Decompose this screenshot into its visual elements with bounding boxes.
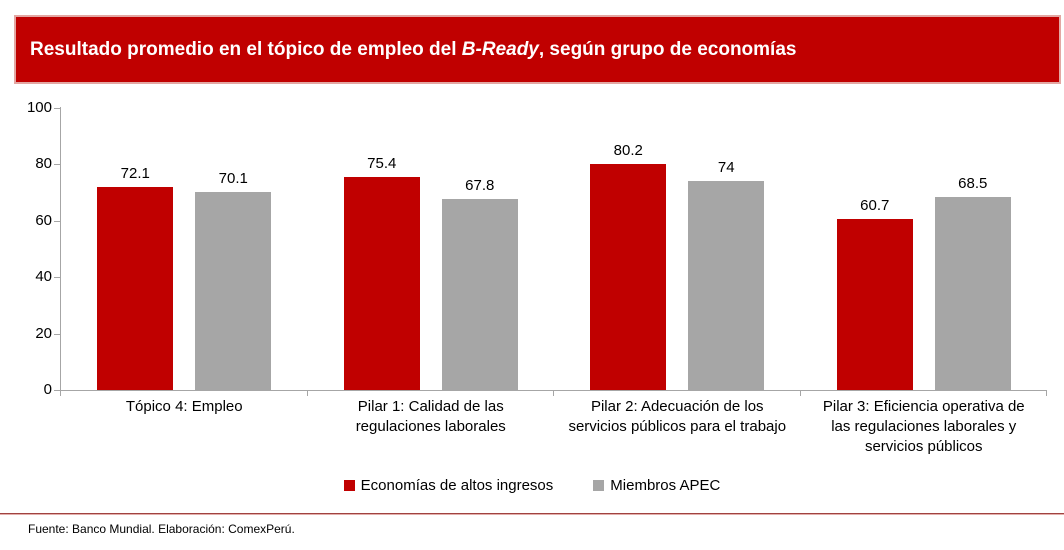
y-axis-label-40: 40 bbox=[35, 268, 52, 285]
y-axis-line bbox=[60, 107, 61, 391]
bar-value-label: 70.1 bbox=[218, 170, 248, 188]
source-divider-dark bbox=[0, 513, 1064, 514]
bar-miembros-apec: 67.8 bbox=[441, 177, 518, 390]
bar-value-label: 60.7 bbox=[860, 196, 890, 214]
bar-altos-ingresos: 72.1 bbox=[97, 165, 174, 390]
category-label: Pilar 3: Eficiencia operativa de las reg… bbox=[822, 398, 1025, 455]
category-label: Pilar 2: Adecuación de los servicios púb… bbox=[568, 398, 787, 435]
y-tick-mark bbox=[54, 108, 60, 109]
y-axis-label-60: 60 bbox=[35, 212, 52, 229]
x-tick-mark bbox=[800, 391, 801, 396]
y-tick-mark bbox=[54, 277, 60, 278]
legend-item-miembros-apec: Miembros APEC bbox=[593, 477, 720, 494]
bar-group-pilar3: 60.7 68.5 bbox=[801, 108, 1048, 390]
page-title-prefix: Resultado promedio en el tópico de emple… bbox=[30, 38, 462, 60]
page-title-emphasis: B-Ready bbox=[461, 38, 539, 60]
x-tick-mark bbox=[553, 391, 554, 396]
bar-altos-ingresos: 80.2 bbox=[590, 142, 667, 390]
bar-value-label: 75.4 bbox=[367, 155, 397, 173]
y-tick-mark bbox=[54, 334, 60, 335]
bar-group-pilar2: 80.2 74 bbox=[554, 108, 801, 390]
legend: Economías de altos ingresos Miembros APE… bbox=[0, 477, 1064, 494]
y-tick-mark bbox=[54, 390, 60, 391]
page-title-suffix: , según grupo de economías bbox=[538, 38, 797, 60]
y-tick-mark bbox=[54, 164, 60, 165]
bar-value-label: 67.8 bbox=[465, 176, 495, 194]
bar-group-topico4: 72.1 70.1 bbox=[61, 108, 308, 390]
y-axis-label-80: 80 bbox=[35, 155, 52, 172]
page-title: Resultado promedio en el tópico de emple… bbox=[30, 39, 796, 61]
bar-miembros-apec: 70.1 bbox=[195, 170, 272, 390]
y-axis-label-0: 0 bbox=[43, 381, 52, 398]
bar-altos-ingresos: 75.4 bbox=[343, 155, 420, 390]
source-divider-light bbox=[0, 514, 1064, 515]
category-label: Pilar 1: Calidad de las regulaciones lab… bbox=[355, 398, 506, 435]
legend-label: Economías de altos ingresos bbox=[360, 477, 554, 494]
category-label: Tópico 4: Empleo bbox=[125, 398, 243, 415]
x-axis-line bbox=[60, 390, 1047, 391]
y-axis-label-20: 20 bbox=[35, 325, 52, 342]
bar-value-label: 72.1 bbox=[120, 164, 150, 182]
bar-value-label: 74 bbox=[717, 159, 735, 177]
x-tick-mark bbox=[60, 391, 61, 396]
legend-item-altos-ingresos: Economías de altos ingresos bbox=[343, 477, 554, 494]
legend-label: Miembros APEC bbox=[610, 477, 721, 494]
x-tick-mark bbox=[1046, 391, 1047, 396]
legend-swatch-gray bbox=[593, 480, 605, 491]
plot-area: 72.1 70.1 75.4 67.8 80.2 74 60.7 bbox=[61, 108, 1047, 390]
legend-swatch-red bbox=[343, 480, 355, 491]
bar-value-label: 68.5 bbox=[958, 174, 988, 192]
x-axis-category-labels: Tópico 4: Empleo Pilar 1: Calidad de las… bbox=[61, 397, 1047, 457]
bar-altos-ingresos: 60.7 bbox=[836, 197, 913, 390]
bar-miembros-apec: 74 bbox=[688, 159, 765, 390]
bar-value-label: 80.2 bbox=[613, 141, 643, 159]
bar-miembros-apec: 68.5 bbox=[934, 175, 1011, 390]
header-banner: Resultado promedio en el tópico de emple… bbox=[14, 15, 1061, 84]
x-tick-mark bbox=[307, 391, 308, 396]
bar-group-pilar1: 75.4 67.8 bbox=[308, 108, 555, 390]
y-tick-mark bbox=[54, 221, 60, 222]
source-note: Fuente: Banco Mundial. Elaboración: Come… bbox=[28, 522, 295, 536]
y-axis-label-100: 100 bbox=[26, 99, 52, 116]
